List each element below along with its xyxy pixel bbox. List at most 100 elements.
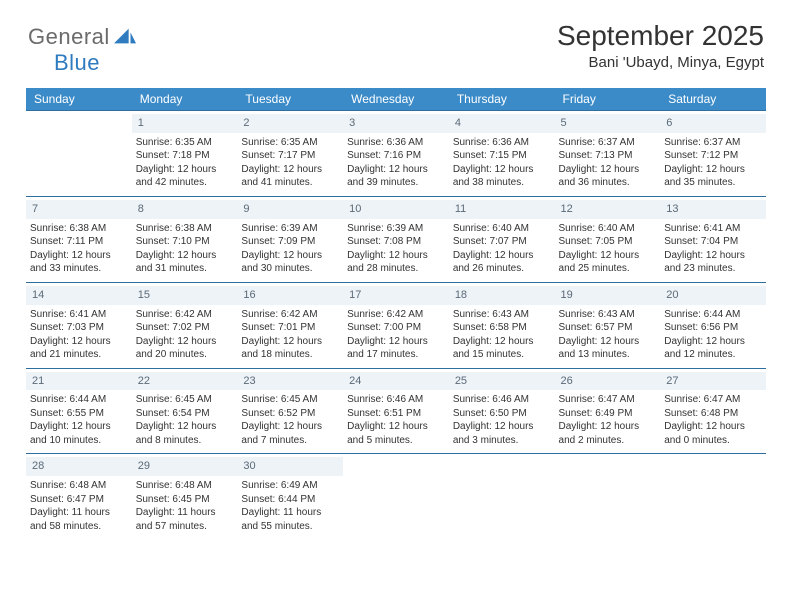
day-number: 18	[449, 286, 555, 305]
sunset-line: Sunset: 6:58 PM	[453, 321, 551, 335]
sunrise-line: Sunrise: 6:41 AM	[664, 222, 762, 236]
calendar-cell: 14Sunrise: 6:41 AMSunset: 7:03 PMDayligh…	[26, 282, 132, 368]
sunset-line: Sunset: 6:47 PM	[30, 493, 128, 507]
day-number: 6	[660, 114, 766, 133]
calendar-cell	[26, 111, 132, 197]
daylight-line: Daylight: 12 hours and 15 minutes.	[453, 335, 551, 362]
calendar-cell: 10Sunrise: 6:39 AMSunset: 7:08 PMDayligh…	[343, 196, 449, 282]
header: General Blue September 2025 Bani 'Ubayd,…	[0, 0, 792, 84]
sunrise-line: Sunrise: 6:36 AM	[347, 136, 445, 150]
calendar-cell: 16Sunrise: 6:42 AMSunset: 7:01 PMDayligh…	[237, 282, 343, 368]
calendar-row: 28Sunrise: 6:48 AMSunset: 6:47 PMDayligh…	[26, 454, 766, 539]
calendar-cell: 21Sunrise: 6:44 AMSunset: 6:55 PMDayligh…	[26, 368, 132, 454]
daylight-line: Daylight: 12 hours and 21 minutes.	[30, 335, 128, 362]
calendar-cell: 23Sunrise: 6:45 AMSunset: 6:52 PMDayligh…	[237, 368, 343, 454]
day-number: 19	[555, 286, 661, 305]
sunrise-line: Sunrise: 6:39 AM	[347, 222, 445, 236]
daylight-line: Daylight: 12 hours and 41 minutes.	[241, 163, 339, 190]
daylight-line: Daylight: 12 hours and 18 minutes.	[241, 335, 339, 362]
day-number: 22	[132, 372, 238, 391]
calendar-cell: 30Sunrise: 6:49 AMSunset: 6:44 PMDayligh…	[237, 454, 343, 539]
daylight-line: Daylight: 12 hours and 13 minutes.	[559, 335, 657, 362]
sail-icon	[114, 28, 136, 44]
sunset-line: Sunset: 7:03 PM	[30, 321, 128, 335]
calendar-cell: 3Sunrise: 6:36 AMSunset: 7:16 PMDaylight…	[343, 111, 449, 197]
sunset-line: Sunset: 6:56 PM	[664, 321, 762, 335]
calendar-cell: 15Sunrise: 6:42 AMSunset: 7:02 PMDayligh…	[132, 282, 238, 368]
sunrise-line: Sunrise: 6:44 AM	[664, 308, 762, 322]
daylight-line: Daylight: 11 hours and 57 minutes.	[136, 506, 234, 533]
day-number: 17	[343, 286, 449, 305]
calendar-cell: 2 Sunrise: 6:35 AMSunset: 7:17 PMDaylight…	[237, 111, 343, 197]
weekday-monday: Monday	[132, 88, 238, 111]
day-number: 2	[237, 114, 343, 133]
calendar-cell: 27Sunrise: 6:47 AMSunset: 6:48 PMDayligh…	[660, 368, 766, 454]
weekday-saturday: Saturday	[660, 88, 766, 111]
calendar-cell: 6Sunrise: 6:37 AMSunset: 7:12 PMDaylight…	[660, 111, 766, 197]
day-number: 23	[237, 372, 343, 391]
sunrise-line: Sunrise: 6:42 AM	[241, 308, 339, 322]
daylight-line: Daylight: 12 hours and 2 minutes.	[559, 420, 657, 447]
day-number: 3	[343, 114, 449, 133]
sunset-line: Sunset: 7:07 PM	[453, 235, 551, 249]
sunrise-line: Sunrise: 6:36 AM	[453, 136, 551, 150]
daylight-line: Daylight: 11 hours and 58 minutes.	[30, 506, 128, 533]
day-number: 20	[660, 286, 766, 305]
day-number: 4	[449, 114, 555, 133]
logo-word2: Blue	[54, 50, 100, 75]
calendar-cell	[449, 454, 555, 539]
sunrise-line: Sunrise: 6:46 AM	[347, 393, 445, 407]
daylight-line: Daylight: 12 hours and 7 minutes.	[241, 420, 339, 447]
sunrise-line: Sunrise: 6:37 AM	[559, 136, 657, 150]
weekday-row: SundayMondayTuesdayWednesdayThursdayFrid…	[26, 88, 766, 111]
sunrise-line: Sunrise: 6:35 AM	[136, 136, 234, 150]
calendar-cell: 8Sunrise: 6:38 AMSunset: 7:10 PMDaylight…	[132, 196, 238, 282]
day-number: 29	[132, 457, 238, 476]
sunrise-line: Sunrise: 6:48 AM	[30, 479, 128, 493]
daylight-line: Daylight: 12 hours and 26 minutes.	[453, 249, 551, 276]
sunrise-line: Sunrise: 6:35 AM	[241, 136, 339, 150]
calendar-cell: 5Sunrise: 6:37 AMSunset: 7:13 PMDaylight…	[555, 111, 661, 197]
sunset-line: Sunset: 7:05 PM	[559, 235, 657, 249]
daylight-line: Daylight: 12 hours and 31 minutes.	[136, 249, 234, 276]
day-number: 25	[449, 372, 555, 391]
daylight-line: Daylight: 12 hours and 3 minutes.	[453, 420, 551, 447]
calendar-cell: 11 Sunrise: 6:40 AMSunset: 7:07 PMDayligh…	[449, 196, 555, 282]
calendar-row: 1Sunrise: 6:35 AMSunset: 7:18 PMDaylight…	[26, 111, 766, 197]
sunset-line: Sunset: 6:57 PM	[559, 321, 657, 335]
logo-text: General Blue	[28, 24, 136, 76]
day-number: 11	[449, 200, 555, 219]
location: Bani 'Ubayd, Minya, Egypt	[557, 54, 764, 71]
sunrise-line: Sunrise: 6:37 AM	[664, 136, 762, 150]
sunrise-line: Sunrise: 6:46 AM	[453, 393, 551, 407]
calendar-cell: 28Sunrise: 6:48 AMSunset: 6:47 PMDayligh…	[26, 454, 132, 539]
calendar-cell	[343, 454, 449, 539]
sunset-line: Sunset: 7:18 PM	[136, 149, 234, 163]
calendar-cell: 17Sunrise: 6:42 AMSunset: 7:00 PMDayligh…	[343, 282, 449, 368]
sunset-line: Sunset: 7:15 PM	[453, 149, 551, 163]
sunset-line: Sunset: 7:17 PM	[241, 149, 339, 163]
day-number: 13	[660, 200, 766, 219]
calendar-cell: 7Sunrise: 6:38 AMSunset: 7:11 PMDaylight…	[26, 196, 132, 282]
day-number: 21	[26, 372, 132, 391]
title-block: September 2025 Bani 'Ubayd, Minya, Egypt	[557, 20, 764, 71]
sunset-line: Sunset: 7:04 PM	[664, 235, 762, 249]
sunset-line: Sunset: 6:44 PM	[241, 493, 339, 507]
day-number: 8	[132, 200, 238, 219]
day-number: 27	[660, 372, 766, 391]
weekday-tuesday: Tuesday	[237, 88, 343, 111]
sunset-line: Sunset: 7:08 PM	[347, 235, 445, 249]
day-number: 10	[343, 200, 449, 219]
sunset-line: Sunset: 6:51 PM	[347, 407, 445, 421]
sunrise-line: Sunrise: 6:42 AM	[347, 308, 445, 322]
day-number: 14	[26, 286, 132, 305]
day-number: 16	[237, 286, 343, 305]
sunset-line: Sunset: 7:02 PM	[136, 321, 234, 335]
daylight-line: Daylight: 12 hours and 20 minutes.	[136, 335, 234, 362]
sunset-line: Sunset: 7:12 PM	[664, 149, 762, 163]
sunrise-line: Sunrise: 6:40 AM	[453, 222, 551, 236]
calendar-row: 14Sunrise: 6:41 AMSunset: 7:03 PMDayligh…	[26, 282, 766, 368]
daylight-line: Daylight: 12 hours and 25 minutes.	[559, 249, 657, 276]
sunset-line: Sunset: 7:11 PM	[30, 235, 128, 249]
calendar-cell: 26Sunrise: 6:47 AMSunset: 6:49 PMDayligh…	[555, 368, 661, 454]
